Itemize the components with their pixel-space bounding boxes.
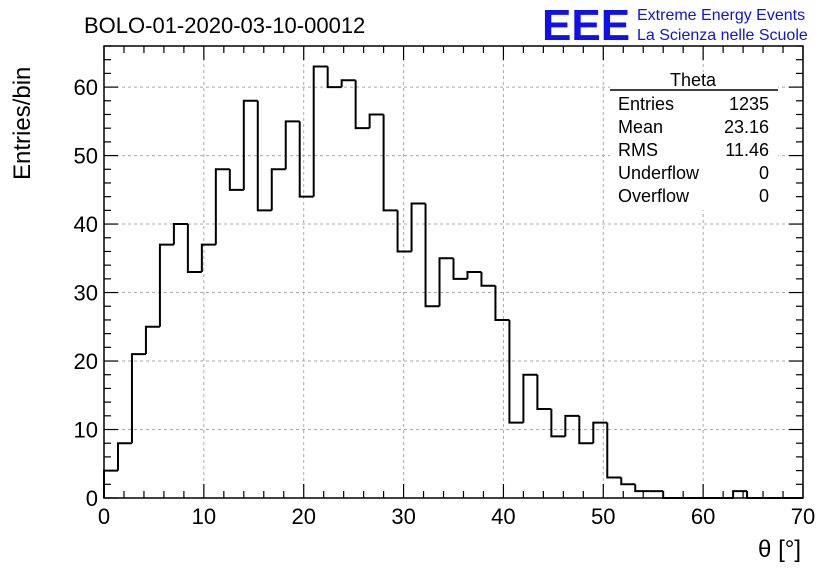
histogram-bin <box>480 272 496 287</box>
stats-box-title: Theta <box>670 70 717 90</box>
histogram-bin <box>578 415 594 445</box>
histogram-bin <box>326 66 342 89</box>
y-tick-label: 60 <box>74 75 98 100</box>
histogram-bin <box>172 223 188 245</box>
histogram-bin <box>144 325 160 355</box>
histogram-bin <box>592 421 608 444</box>
stats-row-value: 0 <box>759 186 769 206</box>
histogram-bin <box>550 408 566 438</box>
histogram-bin <box>746 491 762 499</box>
stats-row-label: RMS <box>618 140 658 160</box>
y-axis-title: Entries/bin <box>9 67 36 180</box>
chart-title: BOLO-01-2020-03-10-00012 <box>84 13 365 38</box>
histogram-bin <box>494 285 510 321</box>
x-tick-label: 60 <box>691 504 715 529</box>
stats-row-value: 1235 <box>729 94 769 114</box>
y-tick-label: 10 <box>74 418 98 443</box>
axis-ticks <box>103 45 804 499</box>
histogram-bin <box>130 353 146 444</box>
tick-labels: 0 10 20 30 40 50 60 70 0 10 20 30 40 50 60 <box>74 75 816 529</box>
histogram-bin <box>200 243 216 272</box>
histogram-bin <box>186 224 202 273</box>
histogram-bin <box>242 99 258 190</box>
x-tick-label: 30 <box>391 504 415 529</box>
histogram-bin <box>396 210 412 253</box>
histogram-bin <box>354 80 370 130</box>
histogram-bin <box>466 271 482 279</box>
histogram-bin <box>438 257 454 307</box>
y-tick-label: 0 <box>86 486 98 511</box>
stats-box-bg <box>610 72 778 210</box>
stats-row-label: Overflow <box>618 186 690 206</box>
grid-lines <box>104 46 803 498</box>
x-tick-label: 70 <box>791 504 815 529</box>
histogram-bin <box>256 100 272 212</box>
stats-row-label: Entries <box>618 94 674 114</box>
y-tick-label: 30 <box>74 281 98 306</box>
stats-rows: Entries 1235 Mean 23.16 RMS 11.46 Underflow 0 Ov… <box>618 94 769 206</box>
stats-row-label: Mean <box>618 117 663 137</box>
brand-line-1: Extreme Energy Events <box>637 7 805 24</box>
histogram-bin <box>368 113 384 129</box>
x-tick-label: 20 <box>291 504 315 529</box>
histogram-bin <box>382 114 398 212</box>
y-tick-label: 40 <box>74 212 98 237</box>
stats-row-value: 11.46 <box>725 140 769 160</box>
y-tick-label: 20 <box>74 349 98 374</box>
histogram-bin <box>522 373 538 423</box>
x-tick-label: 0 <box>98 504 110 529</box>
histogram-bin <box>214 168 230 245</box>
histogram-bin <box>340 79 356 88</box>
y-tick-label: 50 <box>74 144 98 169</box>
histogram-bin <box>508 319 524 424</box>
histogram-bin <box>606 422 622 479</box>
histogram-bin <box>564 414 580 437</box>
stats-row-value: 0 <box>759 163 769 183</box>
eee-logo: EEE Extreme Energy Events La Scienza nel… <box>542 1 808 50</box>
x-tick-label: 50 <box>591 504 615 529</box>
histogram-bin <box>228 169 244 191</box>
histogram-bin <box>410 202 426 252</box>
x-axis-title: θ [°] <box>758 536 801 563</box>
histogram-bars <box>103 65 803 499</box>
histogram-bin <box>284 120 300 170</box>
histogram-bin <box>312 65 328 197</box>
stats-row-value: 23.16 <box>724 117 769 137</box>
histogram-bin <box>662 491 678 499</box>
histogram-bin <box>452 258 468 280</box>
histogram-bin <box>424 203 440 308</box>
histogram-bin <box>634 484 650 493</box>
histogram-bin <box>270 168 286 211</box>
x-tick-label: 10 <box>192 504 216 529</box>
histogram-bin <box>116 442 132 471</box>
histogram-bin <box>620 477 636 486</box>
plot-frame <box>103 45 804 499</box>
stats-box: Theta Entries 1235 Mean 23.16 RMS 11.46 Underf… <box>610 70 778 210</box>
stats-row-label: Underflow <box>618 163 700 183</box>
histogram-bin <box>536 374 552 410</box>
histogram-bin <box>158 243 174 327</box>
x-tick-label: 40 <box>491 504 515 529</box>
eee-logo-mark: EEE <box>542 1 630 50</box>
brand-line-2: La Scienza nelle Scuole <box>637 27 808 44</box>
histogram-bin <box>298 121 314 198</box>
histogram-bin <box>732 490 748 498</box>
